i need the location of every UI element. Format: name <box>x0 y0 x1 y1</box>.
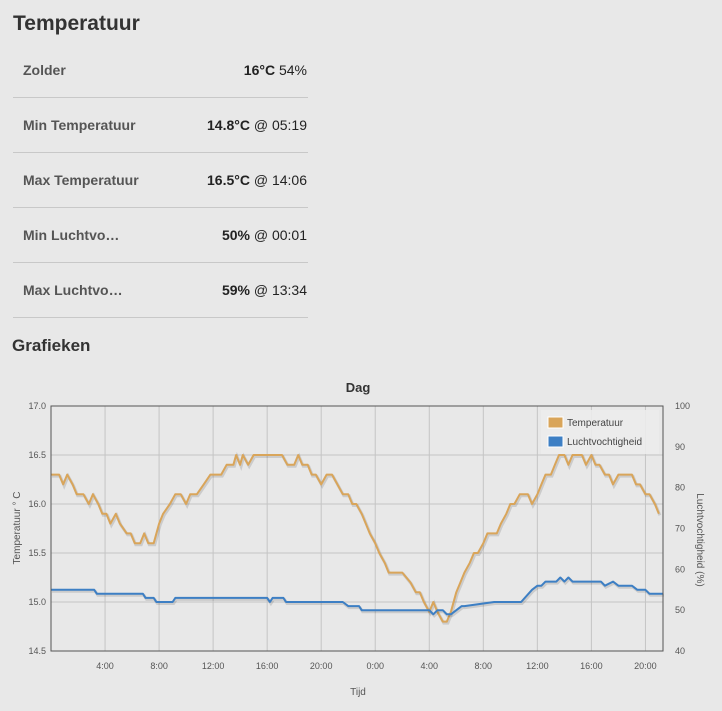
legend: Temperatuur Luchtvochtigheid <box>541 410 659 454</box>
stat-label: Max Temperatuur <box>23 172 139 188</box>
x-tick-label: 4:00 <box>421 661 439 671</box>
y2-tick-label: 40 <box>675 646 685 656</box>
legend-label-temperature: Temperatuur <box>567 418 624 429</box>
series-line-temperature <box>51 454 660 623</box>
y-tick-label: 14.5 <box>28 646 46 656</box>
stat-value: 16.5°C @ 14:06 <box>207 172 307 188</box>
stats-list: Zolder 16°C 54% Min Temperatuur 14.8°C @… <box>13 42 308 318</box>
stat-value: 50% @ 00:01 <box>222 227 307 243</box>
stat-row-max-temp: Max Temperatuur 16.5°C @ 14:06 <box>13 153 308 208</box>
grid <box>51 405 663 652</box>
stat-label: Max Luchtvo… <box>23 282 123 298</box>
stat-label: Zolder <box>23 61 66 78</box>
plot-border <box>50 405 664 652</box>
stat-row-min-temp: Min Temperatuur 14.8°C @ 05:19 <box>13 98 308 153</box>
stat-value: 16°C 54% <box>244 62 307 78</box>
x-tick-label: 8:00 <box>475 661 493 671</box>
y2-axis-ticks: 40 50 60 70 80 90 100 <box>675 401 690 656</box>
chart-title: Dag <box>346 380 371 395</box>
stat-value-extra: @ 13:34 <box>249 282 307 298</box>
y2-tick-label: 80 <box>675 483 685 493</box>
stat-value-extra: @ 14:06 <box>249 172 307 188</box>
stat-label: Min Temperatuur <box>23 117 136 133</box>
stat-label: Min Luchtvo… <box>23 227 120 243</box>
x-tick-label: 20:00 <box>310 661 333 671</box>
y-axis-ticks: 14.5 15.0 15.5 16.0 16.5 17.0 <box>28 401 46 656</box>
section-title: Grafieken <box>12 336 91 355</box>
x-tick-label: 4:00 <box>96 661 114 671</box>
stat-value: 14.8°C @ 05:19 <box>207 117 307 133</box>
y2-tick-label: 60 <box>675 564 685 574</box>
x-tick-label: 12:00 <box>526 661 549 671</box>
stat-value-main: 59% <box>221 282 250 298</box>
stat-value-extra: 54% <box>275 61 307 78</box>
y-axis-label: Temperatuur ° C <box>12 492 23 565</box>
stat-row-min-humidity: Min Luchtvo… 50% @ 00:01 <box>13 208 308 263</box>
stat-value: 59% @ 13:34 <box>222 282 307 298</box>
x-tick-label: 16:00 <box>580 661 603 671</box>
y2-tick-label: 100 <box>675 401 690 411</box>
x-tick-label: 8:00 <box>150 661 168 671</box>
legend-swatch-temperature <box>547 416 564 429</box>
stat-row-zolder: Zolder 16°C 54% <box>13 42 308 98</box>
x-tick-label: 16:00 <box>256 661 279 671</box>
chart-container: 14.5 15.0 15.5 16.0 16.5 17.0 40 50 60 70 80 90 100… <box>0 370 722 706</box>
x-tick-label: 20:00 <box>634 661 657 671</box>
y-tick-label: 16.0 <box>28 499 46 509</box>
y-tick-label: 16.5 <box>28 450 46 460</box>
y2-tick-label: 70 <box>675 524 685 534</box>
x-axis-ticks: 4:00 8:00 12:00 16:00 20:00 0:00 4:00 8:00 12:00… <box>96 661 656 671</box>
x-tick-label: 12:00 <box>202 661 225 671</box>
series-line-humidity <box>51 576 663 616</box>
page-title: Temperatuur <box>13 12 140 35</box>
x-tick-label: 0:00 <box>366 661 384 671</box>
stat-value-main: 14.8°C <box>207 117 250 133</box>
stat-value-main: 16°C <box>243 61 276 78</box>
series-lines <box>51 451 664 625</box>
y-tick-label: 17.0 <box>28 401 46 411</box>
line-chart: 14.5 15.0 15.5 16.0 16.5 17.0 40 50 60 70 80 90 100… <box>12 380 705 698</box>
stat-value-extra: @ 05:19 <box>249 117 307 133</box>
y2-tick-label: 90 <box>675 442 685 452</box>
stat-row-max-humidity: Max Luchtvo… 59% @ 13:34 <box>13 263 308 318</box>
y2-axis-label: Luchtvochtigheid (%) <box>694 493 705 586</box>
legend-label-humidity: Luchtvochtigheid <box>567 437 642 448</box>
stat-value-main: 16.5°C <box>207 172 250 188</box>
legend-swatch-humidity <box>547 435 564 448</box>
stat-value-extra: @ 00:01 <box>249 227 307 243</box>
y-tick-label: 15.5 <box>28 548 46 558</box>
y-tick-label: 15.0 <box>28 597 46 607</box>
stat-value-main: 50% <box>221 227 250 243</box>
x-axis-label: Tijd <box>350 687 366 698</box>
y2-tick-label: 50 <box>675 605 685 615</box>
